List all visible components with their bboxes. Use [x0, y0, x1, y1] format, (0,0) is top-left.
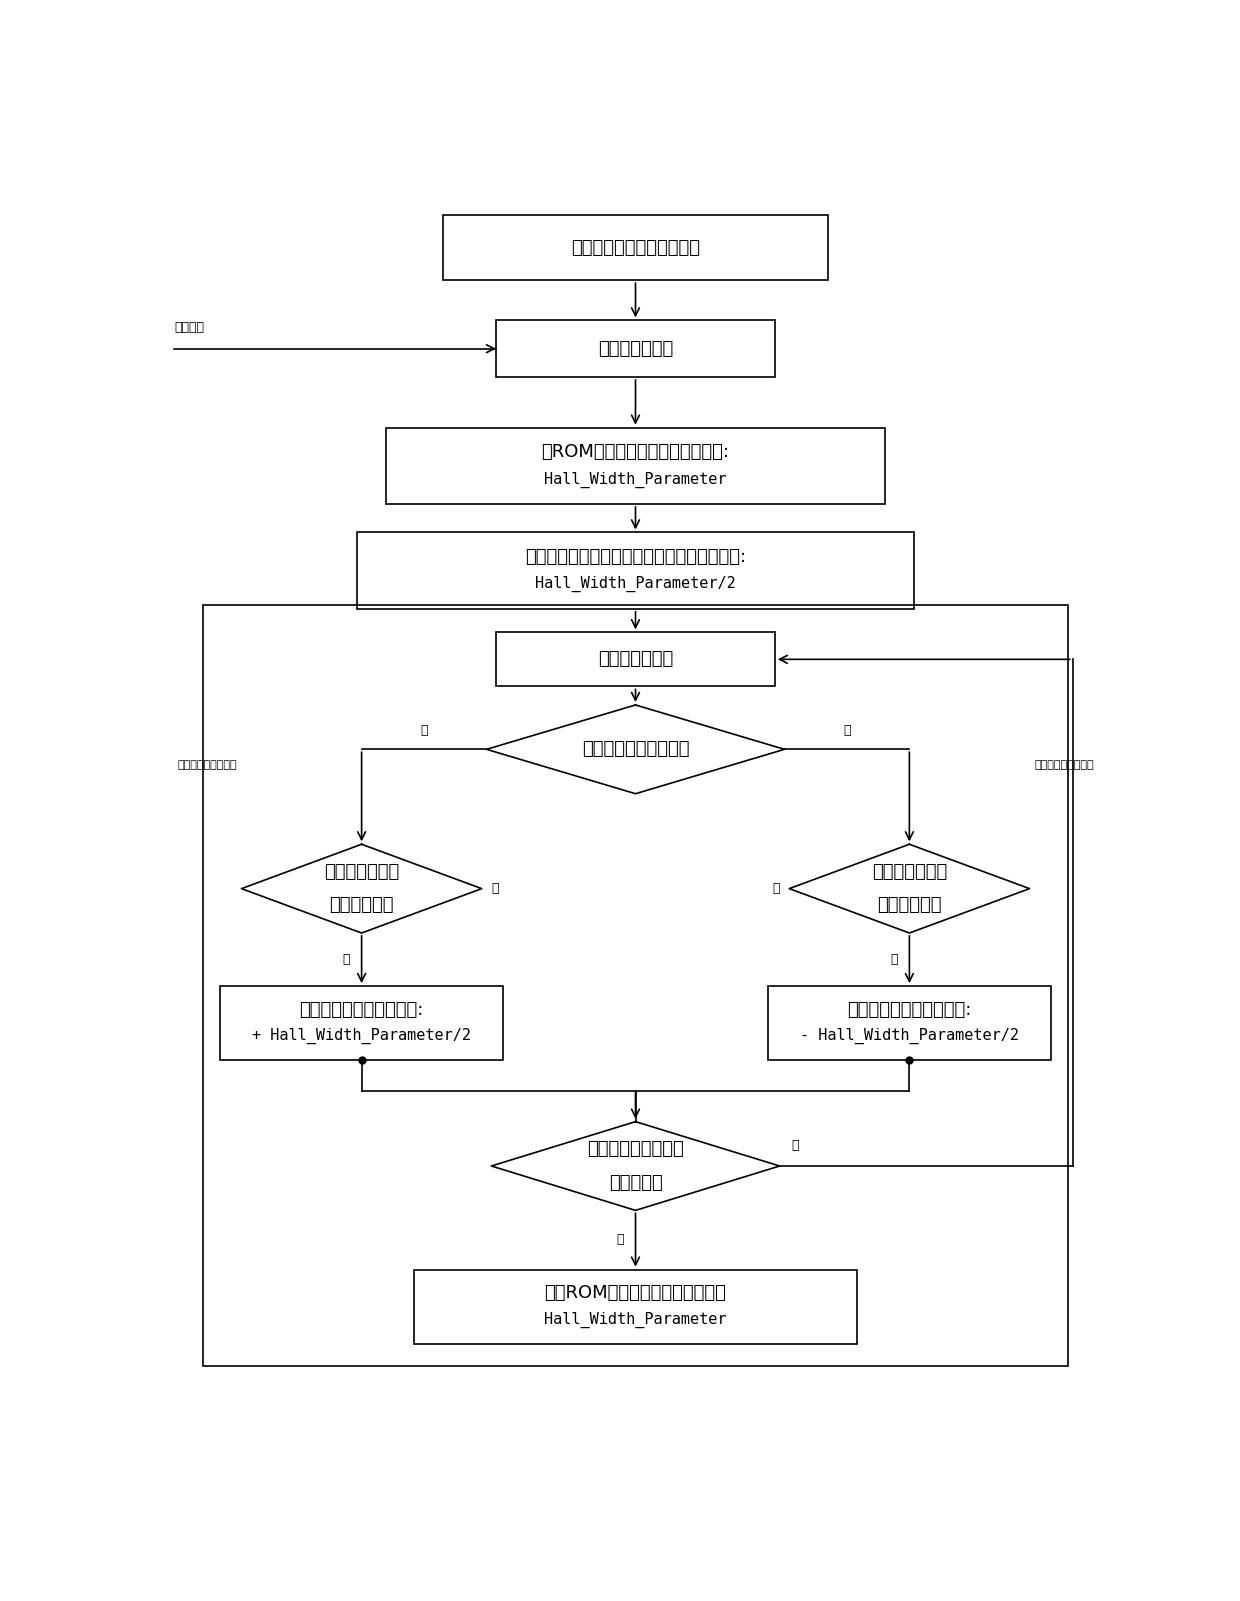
Text: 设定太阳翼帆板的位置值:: 设定太阳翼帆板的位置值:: [299, 1001, 424, 1018]
Text: 设定太阳翼帆板的位置值:: 设定太阳翼帆板的位置值:: [847, 1001, 972, 1018]
Text: 否: 否: [843, 724, 851, 736]
Text: 复位信号: 复位信号: [174, 320, 205, 335]
Text: Hall_Width_Parameter/2: Hall_Width_Parameter/2: [536, 576, 735, 592]
Text: 从ROM中读取霍尔传感器信号宽度:: 从ROM中读取霍尔传感器信号宽度:: [542, 443, 729, 461]
FancyBboxPatch shape: [496, 632, 775, 687]
Text: 是: 是: [342, 953, 350, 965]
Text: 太阳翼帆板转动: 太阳翼帆板转动: [598, 650, 673, 668]
Text: 是: 是: [420, 724, 428, 736]
Text: 是: 是: [616, 1233, 624, 1247]
FancyBboxPatch shape: [444, 215, 828, 280]
Text: 否: 否: [491, 882, 498, 895]
Text: 是: 是: [890, 953, 898, 965]
Text: 信号上升沿？: 信号上升沿？: [877, 897, 941, 914]
Text: 太阳翼帆板正向转动？: 太阳翼帆板正向转动？: [582, 740, 689, 759]
Text: 否: 否: [773, 882, 780, 895]
FancyBboxPatch shape: [357, 533, 914, 608]
Text: Hall_Width_Parameter: Hall_Width_Parameter: [544, 471, 727, 488]
Text: 否: 否: [791, 1140, 799, 1153]
Text: 卫星加电、太阳翼系统加电: 卫星加电、太阳翼系统加电: [570, 239, 701, 256]
Text: 设定霍尔传感器触发时刻太阳翼帆板的位置值:: 设定霍尔传感器触发时刻太阳翼帆板的位置值:: [525, 548, 746, 565]
Text: 太阳翼帆板正向转动: 太阳翼帆板正向转动: [177, 760, 237, 770]
Text: 更新ROM中霍尔传感器信号宽度：: 更新ROM中霍尔传感器信号宽度：: [544, 1284, 727, 1302]
Text: - Hall_Width_Parameter/2: - Hall_Width_Parameter/2: [800, 1028, 1019, 1044]
FancyBboxPatch shape: [219, 986, 503, 1060]
FancyBboxPatch shape: [386, 427, 885, 504]
Text: + Hall_Width_Parameter/2: + Hall_Width_Parameter/2: [252, 1028, 471, 1044]
Text: 太阳翼帆板反向转动: 太阳翼帆板反向转动: [1034, 760, 1094, 770]
Text: 扫描成功？: 扫描成功？: [609, 1174, 662, 1191]
Text: 霍尔传感器输出: 霍尔传感器输出: [324, 863, 399, 881]
FancyBboxPatch shape: [414, 1270, 857, 1343]
Text: 霍尔传感器输出: 霍尔传感器输出: [872, 863, 947, 881]
Text: 信号上升沿？: 信号上升沿？: [330, 897, 394, 914]
Text: 霍尔传感器信号宽度: 霍尔传感器信号宽度: [587, 1140, 684, 1158]
FancyBboxPatch shape: [496, 320, 775, 378]
Text: Hall_Width_Parameter: Hall_Width_Parameter: [544, 1311, 727, 1327]
FancyBboxPatch shape: [768, 986, 1052, 1060]
Text: 系统参数初始化: 系统参数初始化: [598, 339, 673, 357]
